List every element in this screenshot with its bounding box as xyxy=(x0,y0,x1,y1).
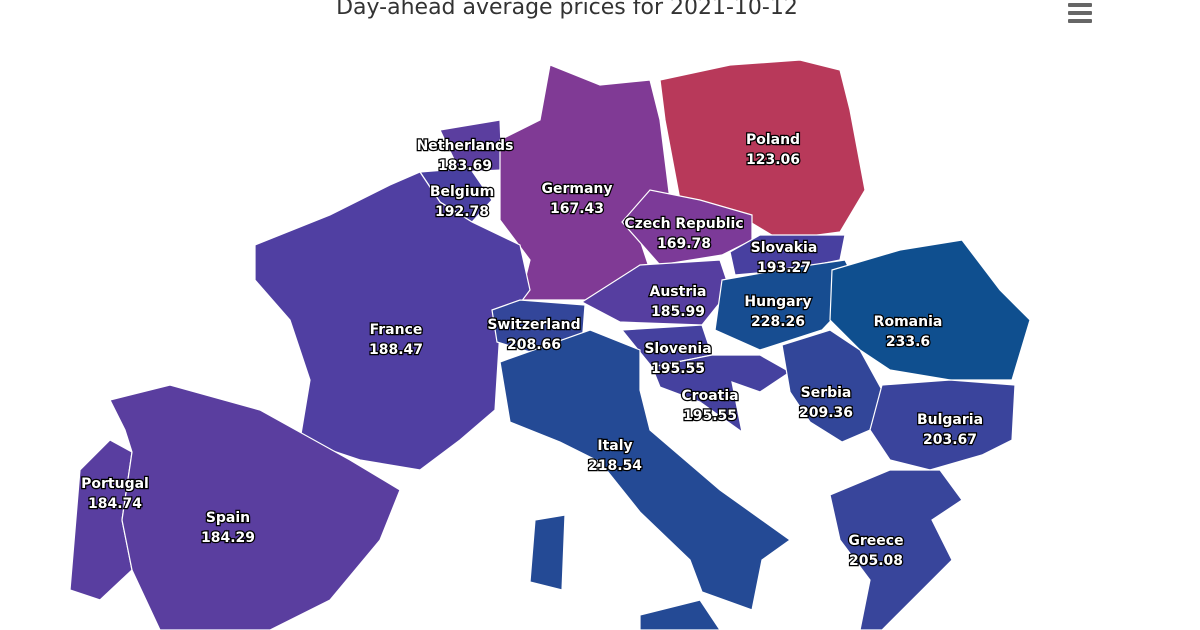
map-title: Day-ahead average prices for 2021-10-12 xyxy=(336,0,798,20)
menu-bar[interactable] xyxy=(1068,11,1092,15)
region-value: 208.66 xyxy=(507,337,561,353)
region xyxy=(829,469,963,630)
region-value: 183.69 xyxy=(438,158,492,174)
region-name: Switzerland xyxy=(487,317,580,333)
region-name: Portugal xyxy=(81,476,149,492)
region-name: Bulgaria xyxy=(917,412,983,428)
region-value: 188.47 xyxy=(369,342,423,358)
menu-bar[interactable] xyxy=(1068,19,1092,23)
region-name: Croatia xyxy=(681,388,738,404)
region-value: 123.06 xyxy=(746,152,800,168)
region-value: 205.08 xyxy=(849,553,903,569)
region-value: 193.27 xyxy=(757,260,811,276)
region-name: Poland xyxy=(746,132,800,148)
region xyxy=(729,234,846,276)
region-name: Slovenia xyxy=(644,341,711,357)
region-name: Spain xyxy=(206,510,250,526)
region-name: Romania xyxy=(874,314,943,330)
region xyxy=(829,239,1031,381)
region-value: 209.36 xyxy=(799,405,853,421)
region-name: Belgium xyxy=(430,184,494,200)
region xyxy=(254,171,531,471)
region-name: Slovakia xyxy=(751,240,818,256)
region-name: Italy xyxy=(597,438,632,454)
region-value: 185.99 xyxy=(651,304,705,320)
region-name: Germany xyxy=(541,181,612,197)
region-name: Czech Republic xyxy=(624,216,743,232)
region-value: 184.74 xyxy=(88,496,142,512)
region-value: 233.6 xyxy=(886,334,930,350)
menu-bar[interactable] xyxy=(1068,3,1092,7)
region-value: 218.54 xyxy=(588,458,642,474)
region-value: 228.26 xyxy=(751,314,805,330)
region-name: Serbia xyxy=(801,385,852,401)
region xyxy=(659,59,866,241)
region-value: 195.55 xyxy=(651,361,705,377)
region xyxy=(869,379,1016,471)
menu-button[interactable] xyxy=(1068,3,1092,23)
region-value: 167.43 xyxy=(550,201,604,217)
region-name: Austria xyxy=(650,284,707,300)
region-name: Greece xyxy=(848,533,903,549)
region xyxy=(109,384,401,630)
region xyxy=(499,329,792,630)
region xyxy=(651,354,792,434)
labels: Netherlands 183.69 Belgium 192.78 Germany 167… xyxy=(80,131,984,571)
region-value: 203.67 xyxy=(923,432,977,448)
region-name: Netherlands xyxy=(417,138,514,154)
region-value: 195.55 xyxy=(683,408,737,424)
regions xyxy=(69,59,1031,630)
region-name: Hungary xyxy=(744,294,811,310)
region-value: 169.78 xyxy=(657,236,711,252)
region-value: 184.29 xyxy=(201,530,255,546)
region-name: France xyxy=(370,322,423,338)
region-value: 192.78 xyxy=(435,204,489,220)
